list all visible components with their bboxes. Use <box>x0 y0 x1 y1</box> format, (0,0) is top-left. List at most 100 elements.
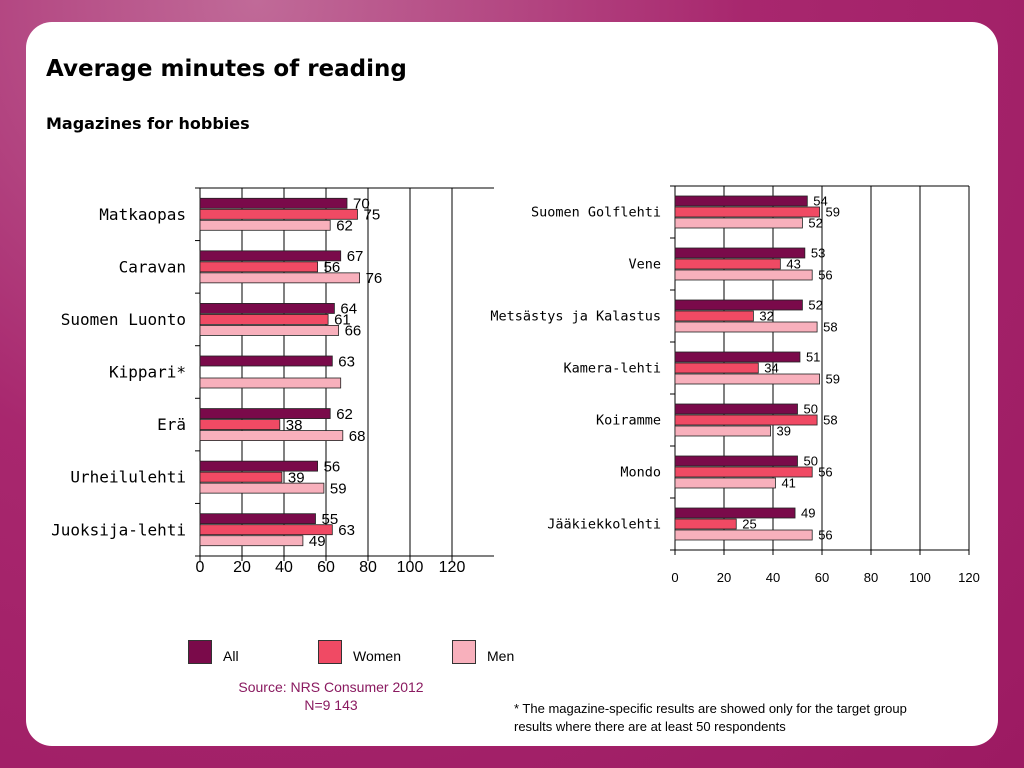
bar-all <box>674 195 808 207</box>
chart-left: Matkaopas Caravan Suomen Luonto Kippari* Erä… <box>51 187 494 576</box>
bar-women <box>674 414 818 426</box>
data-label-all: 54 <box>813 194 827 209</box>
x-tick-label: 100 <box>909 570 931 585</box>
bar-all <box>199 250 342 262</box>
data-label-all: 56 <box>324 458 341 475</box>
bar-women <box>199 524 333 536</box>
bar-men <box>199 535 304 547</box>
legend-swatch-women <box>318 640 342 664</box>
x-tick-label: 100 <box>397 559 424 576</box>
source-line-2: N=9 143 <box>304 697 358 713</box>
data-label-women: 59 <box>826 205 840 220</box>
data-label-women: 75 <box>364 207 381 224</box>
footnote: * The magazine-specific results are show… <box>514 700 994 736</box>
bar-all <box>674 247 806 259</box>
bar-men <box>199 325 340 336</box>
data-label-women: 61 <box>334 312 351 329</box>
legend-swatch-all <box>188 640 212 664</box>
bar-men <box>674 477 776 489</box>
category-label: Mondo <box>620 465 661 481</box>
bar-all <box>674 507 796 519</box>
slide-panel: Average minutes of reading Magazines for… <box>26 22 998 746</box>
x-tick-label: 80 <box>864 570 878 585</box>
data-label-women: 25 <box>742 517 756 532</box>
bar-women <box>199 261 318 273</box>
bar-all <box>199 460 318 472</box>
bar-women <box>674 466 813 478</box>
data-label-women: 56 <box>818 465 832 480</box>
bar-all <box>674 299 803 311</box>
data-label-men: 76 <box>366 270 383 287</box>
x-tick-label: 60 <box>317 559 335 576</box>
x-tick-label: 0 <box>196 559 205 576</box>
x-tick-label: 20 <box>233 559 251 576</box>
bar-men <box>199 219 331 231</box>
category-label: Erä <box>157 415 186 434</box>
data-label-all: 55 <box>322 511 339 528</box>
bar-women <box>674 362 759 374</box>
data-label-all: 53 <box>811 246 825 261</box>
bar-women <box>199 208 358 220</box>
x-tick-label: 40 <box>766 570 780 585</box>
bar-women <box>674 258 781 270</box>
bar-women <box>674 310 754 322</box>
data-label-all: 64 <box>340 301 357 318</box>
data-label-all: 62 <box>336 406 353 423</box>
bar-all <box>199 355 333 367</box>
bar-men <box>199 430 344 441</box>
x-tick-label: 80 <box>359 559 377 576</box>
x-tick-label: 0 <box>671 570 678 585</box>
data-label-women: 38 <box>286 417 303 434</box>
x-tick-label: 120 <box>958 570 980 585</box>
bar-all <box>674 403 798 415</box>
category-label: Kippari* <box>109 363 186 382</box>
category-label: Urheilulehti <box>70 468 186 487</box>
data-label-women: 58 <box>823 413 837 428</box>
page-title: Average minutes of reading <box>46 56 407 82</box>
x-tick-label: 20 <box>717 570 731 585</box>
data-label-women: 34 <box>764 361 778 376</box>
bar-women <box>674 206 820 218</box>
data-label-women: 56 <box>324 259 341 276</box>
bar-men <box>674 373 820 385</box>
data-label-all: 67 <box>347 248 364 265</box>
category-label: Vene <box>628 257 661 273</box>
legend-label-men: Men <box>487 648 515 664</box>
bar-women <box>199 314 329 325</box>
bar-men <box>674 529 813 541</box>
bar-all <box>199 197 348 209</box>
data-label-men: 56 <box>818 528 832 543</box>
legend-label-women: Women <box>353 648 401 664</box>
category-label: Suomen Golflehti <box>531 205 661 221</box>
bar-men <box>199 272 361 284</box>
data-label-women: 39 <box>288 469 305 486</box>
data-label-all: 70 <box>353 196 370 213</box>
data-label-all: 52 <box>808 298 822 313</box>
category-label: Koiramme <box>596 413 661 429</box>
data-label-men: 49 <box>309 533 326 550</box>
chart-right: Suomen Golflehti Vene Metsästys ja Kalastu… <box>490 185 980 585</box>
bar-all <box>199 408 331 419</box>
category-label: Caravan <box>119 257 186 276</box>
page-subtitle: Magazines for hobbies <box>46 114 250 133</box>
footnote-line-2: results where there are at least 50 resp… <box>514 719 786 734</box>
data-label-men: 59 <box>826 372 840 387</box>
data-label-all: 49 <box>801 506 815 521</box>
legend-swatch-men <box>452 640 476 664</box>
data-label-men: 62 <box>336 218 353 235</box>
data-label-men: 68 <box>349 428 366 445</box>
bar-men <box>674 269 813 281</box>
data-label-women: 43 <box>786 257 800 272</box>
data-label-men: 58 <box>823 320 837 335</box>
legend-label-all: All <box>223 648 239 664</box>
data-label-men: 39 <box>777 424 791 439</box>
category-label: Jääkiekkolehti <box>547 517 661 533</box>
category-label: Suomen Luonto <box>61 310 186 329</box>
data-label-all: 50 <box>804 454 818 469</box>
bar-men <box>199 482 325 494</box>
data-label-men: 66 <box>345 323 362 340</box>
footnote-line-1: * The magazine-specific results are show… <box>514 701 907 716</box>
bar-men <box>199 377 342 389</box>
data-label-men: 59 <box>330 480 347 497</box>
source-line-1: Source: NRS Consumer 2012 <box>238 679 424 695</box>
